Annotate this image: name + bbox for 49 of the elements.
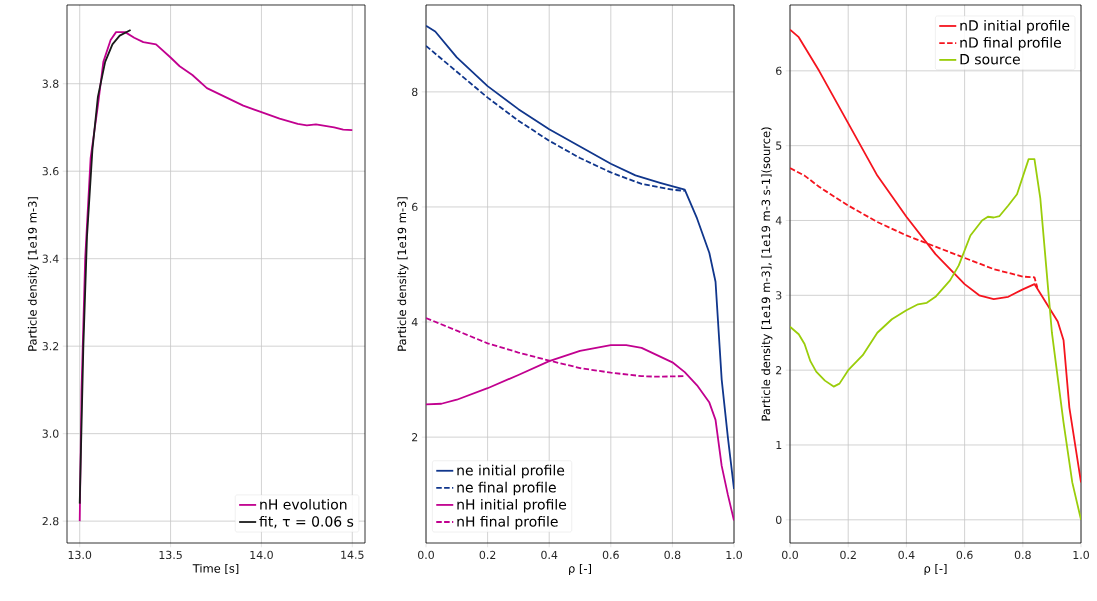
y-tick-label: 6: [412, 202, 418, 212]
x-tick-label: 0.8: [1014, 550, 1031, 560]
legend-label: nD final profile: [960, 37, 1061, 51]
x-tick-label: 0.0: [418, 550, 434, 560]
y-tick-label: 5: [776, 141, 782, 150]
y-axis-title: Particle density [1e19 m-3]: [397, 197, 409, 351]
x-tick-label: 0.2: [840, 550, 856, 560]
x-tick-label: 0.0: [782, 550, 798, 560]
y-tick-label: 1: [776, 440, 782, 449]
x-axis-title: ρ [-]: [924, 563, 947, 575]
y-tick-label: 0: [775, 515, 782, 524]
legend-label: ne initial profile: [457, 464, 565, 479]
x-tick-label: 0.8: [664, 550, 681, 560]
legend-label: ne final profile: [457, 481, 556, 496]
y-tick-label: 4: [775, 216, 782, 225]
x-tick-label: 0.6: [602, 550, 619, 560]
legend-label: D source: [960, 54, 1020, 65]
x-tick-label: 14.0: [250, 550, 273, 560]
x-axis-title: ρ [-]: [569, 563, 592, 575]
y-tick-label: 2: [776, 366, 782, 375]
legend-label: nH initial profile: [457, 498, 567, 513]
x-tick-label: 1.0: [726, 550, 742, 560]
y-axis-title: Particle density [1e19 m-3], [1e19 m-3 s-1](source): [761, 127, 773, 421]
y-axis-title: Particle density [1e19 m-3]: [27, 197, 39, 351]
y-tick-label: 6: [776, 66, 782, 75]
x-tick-label: 0.4: [898, 550, 915, 560]
y-tick-label: 3.0: [42, 429, 59, 438]
y-tick-label: 3: [776, 291, 782, 300]
line-series: [78, 29, 132, 505]
y-tick-label: 3.6: [42, 167, 59, 176]
x-tick-label: 0.6: [956, 550, 973, 560]
x-tick-label: 0.4: [541, 550, 558, 560]
y-tick-label: 3.8: [42, 79, 59, 88]
x-axis-title: Time [s]: [192, 563, 239, 575]
y-tick-label: 3.2: [42, 342, 59, 351]
y-tick-label: 2.8: [42, 516, 59, 526]
x-tick-label: 0.2: [479, 550, 496, 560]
legend-label: nH final profile: [457, 515, 558, 530]
legend-label: nD initial profile: [960, 19, 1070, 34]
x-tick-label: 14.5: [341, 550, 364, 559]
y-tick-label: 3.4: [42, 254, 59, 263]
y-tick-label: 4: [411, 318, 418, 327]
y-tick-label: 2: [412, 433, 418, 442]
legend-label: nH evolution: [260, 498, 347, 510]
legend-label: fit, τ = 0.06 s: [259, 515, 354, 529]
x-tick-label: 1.0: [1073, 550, 1089, 560]
y-tick-label: 8: [412, 87, 418, 97]
x-tick-label: 13.5: [159, 550, 182, 560]
x-tick-label: 13.0: [68, 550, 92, 560]
